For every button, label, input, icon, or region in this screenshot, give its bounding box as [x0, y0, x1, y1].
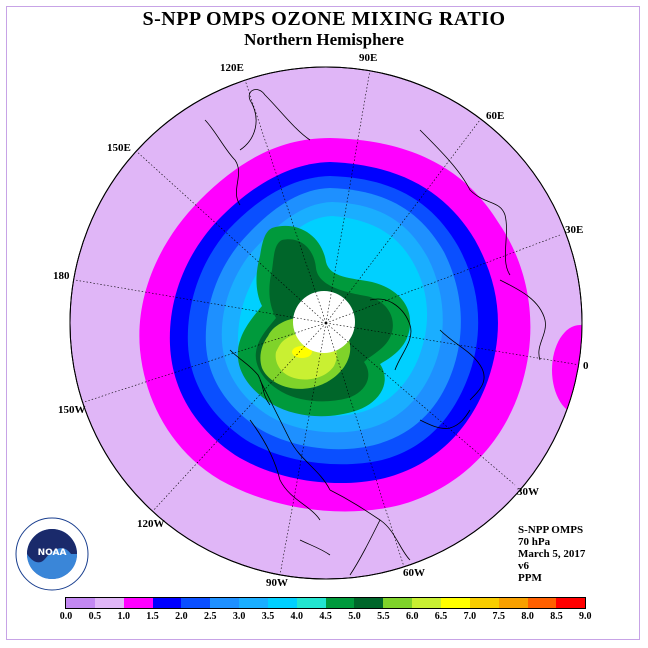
colorbar-tick-label: 5.0: [348, 611, 361, 622]
colorbar-swatch: [325, 598, 355, 608]
lon-label-150w: 150W: [58, 404, 86, 416]
colorbar-swatch: [354, 598, 384, 608]
colorbar-swatch: [123, 598, 153, 608]
colorbar-tick-label: 0.5: [88, 611, 102, 622]
graticule: [74, 69, 581, 576]
colorbar-swatch: [152, 598, 182, 608]
lon-label-120w: 120W: [137, 518, 165, 530]
colorbar-tick-label: 2.5: [204, 611, 217, 622]
colorbar-swatch: [383, 598, 413, 608]
lon-label-0: 0: [583, 360, 589, 372]
colorbar-tick-label: 8.0: [521, 611, 534, 622]
colorbar-tick-label: 0.0: [59, 611, 73, 622]
colorbar-swatch: [239, 598, 268, 608]
colorbar-tick-label: 5.5: [377, 611, 390, 622]
colorbar-tick-label: 7.0: [463, 611, 477, 622]
colorbar-swatch: [66, 598, 95, 608]
colorbar-swatch: [296, 598, 326, 608]
colorbar-tick-label: 3.5: [261, 611, 275, 622]
colorbar-swatch: [469, 598, 499, 608]
colorbar-tick-label: 6.0: [405, 611, 419, 622]
lon-label-90e: 90E: [359, 52, 378, 64]
lon-label-60e: 60E: [486, 110, 505, 122]
lon-label-120e: 120E: [220, 62, 244, 74]
lon-label-30w: 30W: [517, 486, 539, 498]
map-subtitle: Northern Hemisphere: [244, 30, 404, 49]
contour-edge-blob: [552, 325, 582, 415]
lon-label-180: 180: [53, 270, 70, 282]
polar-night-mask: [293, 291, 355, 353]
info-instrument: S-NPP OMPS: [518, 524, 584, 536]
contour-6.5: [292, 346, 312, 358]
colorbar-tick-label: 1.5: [146, 611, 159, 622]
lon-label-60w: 60W: [403, 567, 425, 579]
colorbar-tick-label: 9.0: [579, 611, 592, 622]
colorbar-swatch: [181, 598, 211, 608]
colorbar-swatch: [527, 598, 557, 608]
info-level: 70 hPa: [518, 536, 551, 548]
colorbar-tick-label: 2.0: [175, 611, 188, 622]
lon-label-90w: 90W: [266, 577, 288, 589]
colorbar-swatch: [556, 598, 586, 608]
colorbar-tick-label: 1.0: [117, 611, 130, 622]
colorbar-swatch: [94, 598, 124, 608]
colorbar-tick-label: 7.5: [492, 611, 506, 622]
colorbar-swatch: [440, 598, 470, 608]
lon-label-150e: 150E: [107, 142, 131, 154]
map-title: S-NPP OMPS OZONE MIXING RATIO: [142, 8, 506, 30]
noaa-logo-icon: NOAA: [15, 517, 89, 591]
colorbar-swatch: [498, 598, 528, 608]
svg-text:NOAA: NOAA: [38, 548, 67, 558]
colorbar-tick-label: 6.5: [434, 611, 448, 622]
figure-frame: [6, 6, 640, 640]
coastlines: [204, 89, 546, 576]
info-block: S-NPP OMPS 70 hPa March 5, 2017 v6 PPM: [518, 524, 585, 584]
colorbar-swatch: [412, 598, 441, 608]
lon-label-30e: 30E: [565, 224, 584, 236]
info-version: v6: [518, 560, 529, 572]
colorbar: [65, 597, 587, 609]
colorbar-tick-label: 8.5: [550, 611, 563, 622]
colorbar-tick-label: 4.0: [290, 611, 304, 622]
colorbar-tick-label: 4.5: [319, 611, 332, 622]
info-date: March 5, 2017: [518, 548, 586, 560]
colorbar-swatch: [210, 598, 240, 608]
colorbar-swatch: [267, 598, 297, 608]
info-units: PPM: [518, 572, 542, 584]
colorbar-tick-label: 3.0: [232, 611, 246, 622]
